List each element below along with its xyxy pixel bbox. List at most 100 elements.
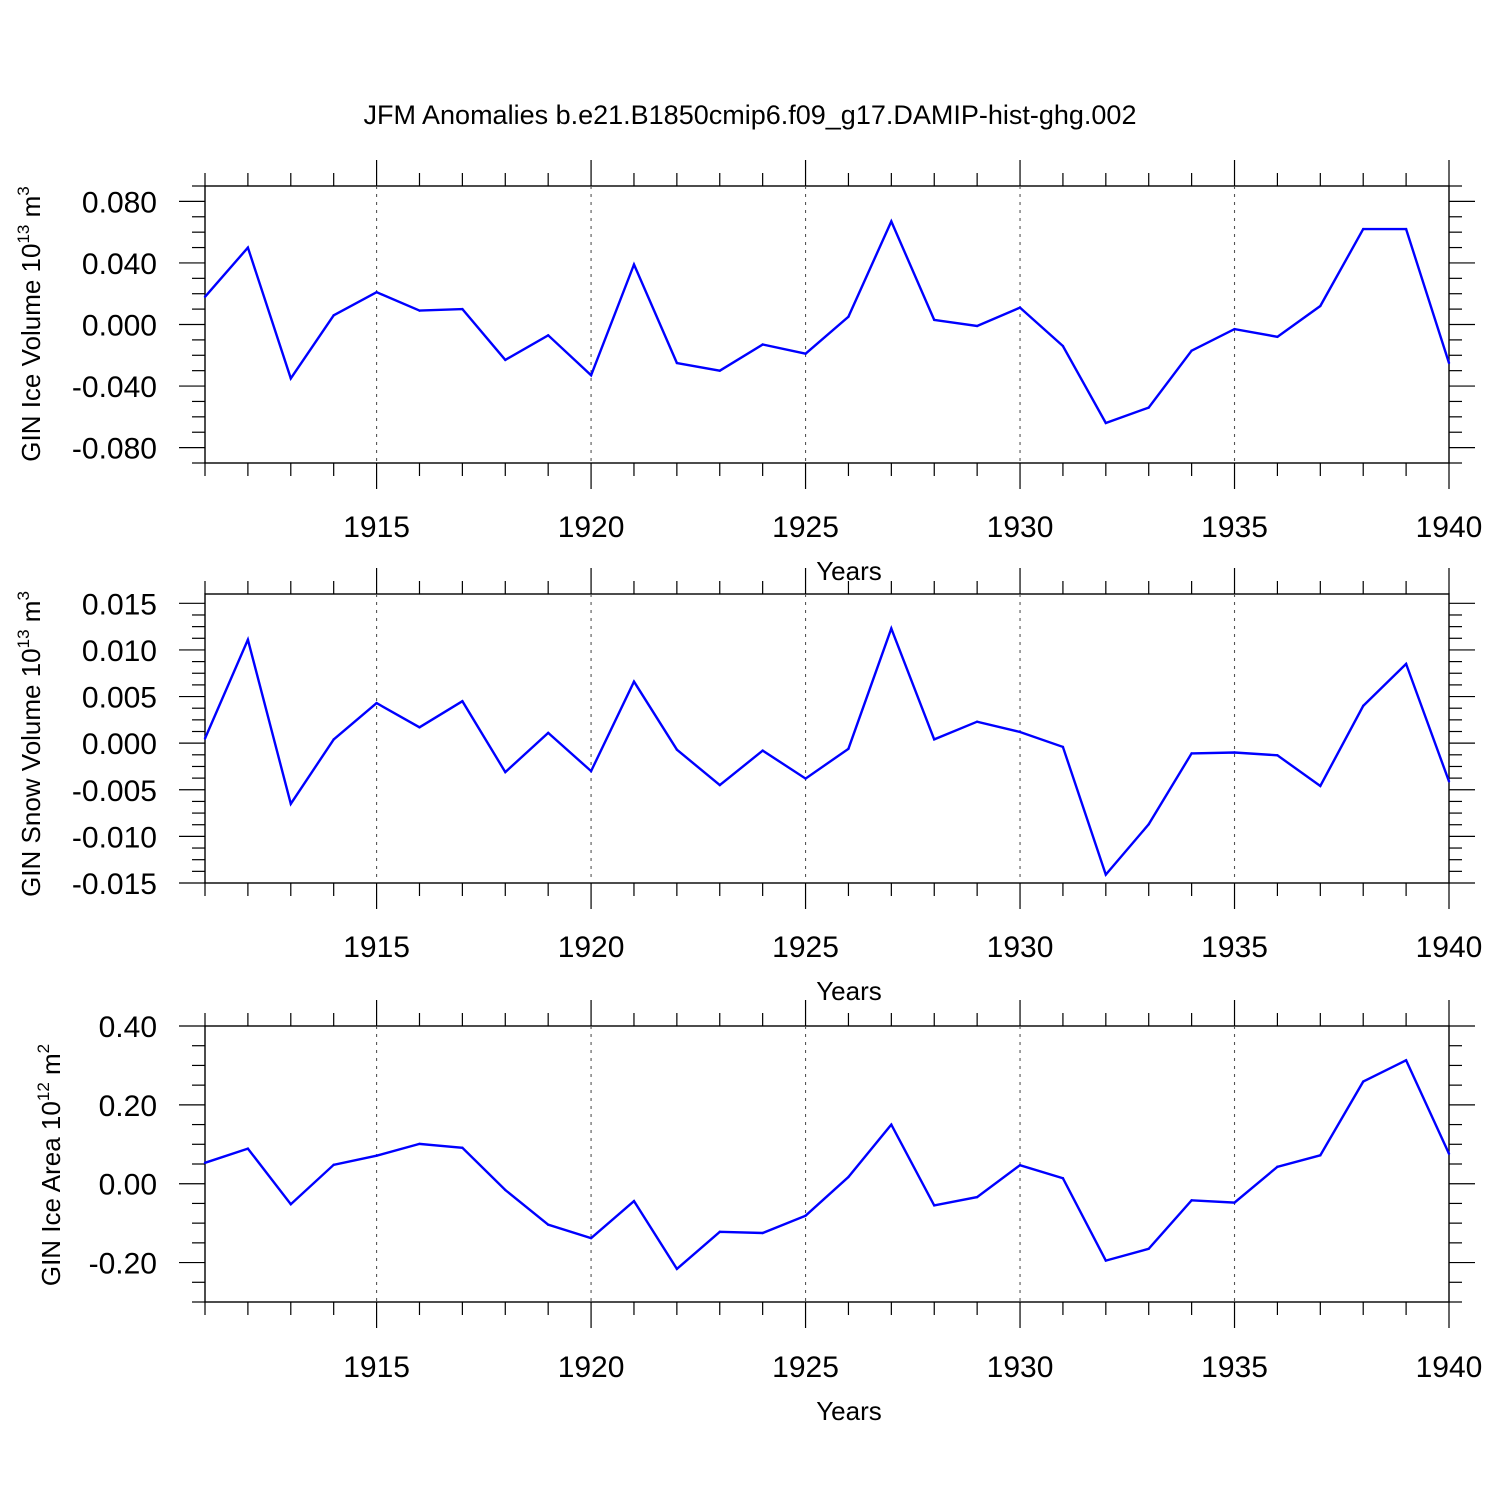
plot-frame <box>204 593 1450 884</box>
data-point <box>675 1267 679 1271</box>
y-axis-label-text: GIN Snow Volume <box>16 677 46 897</box>
x-tick-label: 1920 <box>558 931 625 964</box>
y-axis-unit-power: 2 <box>34 1044 53 1053</box>
data-point <box>332 738 335 741</box>
chart-title: JFM Anomalies b.e21.B1850cmip6.f09_g17.D… <box>364 100 1137 130</box>
y-axis-unit-base: 10 <box>16 244 46 273</box>
data-point <box>375 701 378 705</box>
data-point <box>1018 1163 1022 1167</box>
y-axis-unit: m <box>16 196 46 225</box>
x-tick-label: 1915 <box>343 511 410 544</box>
y-tick-label: 0.040 <box>82 248 157 281</box>
data-point <box>1404 1059 1408 1062</box>
data-point <box>975 1195 979 1199</box>
data-point <box>289 1203 292 1206</box>
y-axis-label: GIN Ice Area 1012 m2 <box>34 1044 66 1286</box>
y-axis-unit-base: 10 <box>16 648 46 677</box>
data-point <box>804 1214 807 1217</box>
x-tick-label: 1930 <box>987 511 1054 544</box>
x-tick-label: 1915 <box>343 1351 410 1384</box>
x-tick-label: 1920 <box>558 1351 625 1384</box>
data-point <box>1104 1259 1108 1262</box>
data-point <box>1447 361 1451 365</box>
y-axis-unit-exponent: 13 <box>14 629 33 648</box>
data-point <box>1233 327 1236 331</box>
data-point <box>1447 1152 1451 1155</box>
y-tick-label: -0.005 <box>72 775 157 808</box>
data-point <box>589 1236 593 1240</box>
data-point <box>1147 1247 1150 1250</box>
data-point <box>289 377 292 380</box>
data-point <box>289 802 292 805</box>
data-point <box>504 1188 507 1192</box>
y-axis-label-text: GIN Ice Volume <box>16 272 46 461</box>
data-point <box>461 307 464 311</box>
data-point <box>546 1223 550 1226</box>
y-axis-unit-power: 3 <box>14 186 33 195</box>
data-point <box>761 749 764 752</box>
data-point <box>975 720 979 723</box>
data-point <box>1104 421 1108 425</box>
y-axis-label: GIN Snow Volume 1013 m3 <box>14 591 46 897</box>
data-point <box>1447 780 1451 783</box>
panel-snow-volume: 0.015 0.010 0.005 0.000 -0.005 -0.010 -0.015 19… <box>14 568 1482 1006</box>
data-point <box>332 314 335 317</box>
y-tick-label: 0.015 <box>82 588 157 621</box>
data-point <box>1362 1080 1365 1083</box>
y-tick-label: -0.20 <box>89 1248 157 1281</box>
data-point <box>375 290 378 294</box>
data-point <box>890 1123 893 1126</box>
data-point <box>418 1142 421 1146</box>
data-point <box>975 324 979 328</box>
y-tick-label: 0.40 <box>99 1011 157 1044</box>
series-line-ice-volume <box>204 218 1451 425</box>
y-axis-unit-power: 3 <box>14 591 33 600</box>
x-tick-label: 1935 <box>1201 511 1268 544</box>
data-point <box>804 352 807 355</box>
y-axis-label: GIN Ice Volume 1013 m3 <box>14 186 46 462</box>
data-point <box>1276 335 1279 339</box>
data-point <box>761 343 764 346</box>
y-axis-unit-exponent: 12 <box>34 1082 53 1101</box>
y-tick-label: 0.000 <box>82 310 157 343</box>
data-point <box>1319 1154 1322 1157</box>
y-axis-unit-exponent: 13 <box>14 225 33 244</box>
panels: 0.080 0.040 0.000 -0.040 -0.080 1915 1920 1925 1… <box>14 160 1482 1426</box>
data-point <box>1061 344 1065 348</box>
x-tick-label: 1930 <box>987 931 1054 964</box>
data-point <box>1061 1176 1065 1180</box>
data-point <box>589 374 593 377</box>
plot-frame <box>204 185 1450 464</box>
series-line-snow-volume <box>203 625 1451 877</box>
y-tick-label: -0.040 <box>72 371 157 404</box>
data-point <box>1190 349 1193 352</box>
y-tick-label: 0.010 <box>82 635 157 668</box>
series-line-ice-area <box>204 1058 1451 1271</box>
y-tick-label: 0.00 <box>99 1169 157 1202</box>
data-point <box>418 309 421 312</box>
y-axis-label-text: GIN Ice Area <box>36 1130 66 1286</box>
y-tick-label: 0.20 <box>99 1090 157 1123</box>
data-point <box>203 295 207 298</box>
x-tick-label: 1925 <box>772 1351 839 1384</box>
data-point <box>1190 752 1193 755</box>
x-tick-label: 1930 <box>987 1351 1054 1384</box>
data-point <box>332 1163 335 1166</box>
x-tick-label: 1915 <box>343 931 410 964</box>
data-point <box>504 358 507 362</box>
y-tick-label: -0.010 <box>72 821 157 854</box>
data-point <box>632 680 636 683</box>
data-point <box>632 263 636 266</box>
y-tick-label: -0.015 <box>72 868 157 901</box>
x-tick-label: 1920 <box>558 511 625 544</box>
data-point <box>1061 745 1065 749</box>
data-point <box>718 783 721 787</box>
data-point <box>1233 1201 1236 1204</box>
data-point <box>847 747 850 750</box>
data-point <box>1362 704 1365 708</box>
x-tick-label: 1940 <box>1416 511 1483 544</box>
data-point <box>718 1230 721 1234</box>
data-point <box>1276 1165 1279 1168</box>
data-point <box>1190 1199 1193 1202</box>
data-point <box>1104 873 1108 876</box>
